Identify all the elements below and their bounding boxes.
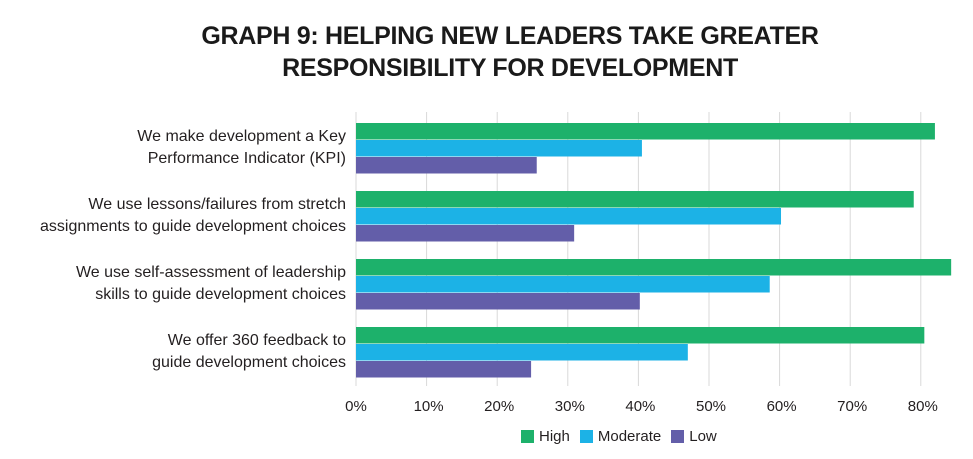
category-label-line: We use self-assessment of leadership (75, 264, 346, 281)
category-label: We offer 360 feedback to guide developmen… (152, 330, 346, 374)
x-tick-label: 60% (767, 398, 797, 415)
chart-title: GRAPH 9: HELPING NEW LEADERS TAKE GREATE… (0, 20, 973, 84)
x-tick-label: 40% (625, 398, 655, 415)
legend: High Moderate Low (521, 428, 727, 445)
x-tick-label: 30% (555, 398, 585, 415)
bar-high (356, 191, 914, 208)
x-tick-label: 0% (345, 398, 367, 415)
bar-moderate (356, 276, 770, 293)
bar-high (356, 123, 935, 140)
legend-item-high: High (521, 428, 570, 445)
legend-item-low: Low (671, 428, 717, 445)
title-line-2: RESPONSIBILITY FOR DEVELOPMENT (282, 54, 738, 82)
title-line-1: GRAPH 9: HELPING NEW LEADERS TAKE GREATE… (201, 22, 819, 50)
legend-label-moderate: Moderate (597, 428, 662, 445)
bar-high (356, 327, 925, 344)
x-tick-label: 70% (837, 398, 867, 415)
bar-moderate (356, 140, 642, 157)
category-label: We use self-assessment of leadership skil… (76, 262, 346, 306)
bar-moderate (356, 344, 688, 361)
legend-swatch-moderate (579, 430, 593, 443)
legend-swatch-low (671, 430, 685, 443)
x-tick-label: 10% (414, 398, 444, 415)
category-label-line: We use lessons/failures from stretch (88, 196, 346, 213)
bar-high (356, 259, 952, 276)
category-label-line: skills to guide development choices (95, 286, 346, 303)
category-label: We use lessons/failures from stretch assi… (40, 194, 346, 238)
category-label-line: guide development choices (152, 354, 346, 371)
category-label-line: assignments to guide development choices (40, 218, 346, 235)
legend-item-moderate: Moderate (579, 428, 662, 445)
x-tick-label: 20% (484, 398, 514, 415)
bar-low (356, 157, 537, 174)
bar-low (356, 225, 575, 242)
x-tick-label: 50% (696, 398, 726, 415)
legend-label-high: High (539, 428, 570, 445)
x-tick-label: 80% (908, 398, 938, 415)
category-label-line: We offer 360 feedback to (167, 332, 346, 349)
bar-moderate (356, 208, 782, 225)
bar-low (356, 293, 640, 310)
legend-swatch-high (521, 430, 534, 443)
category-label: We make development a Key Performance Ind… (137, 126, 346, 170)
category-label-line: Performance Indicator (KPI) (147, 150, 346, 167)
category-label-line: We make development a Key (137, 128, 346, 145)
legend-label-low: Low (689, 428, 717, 445)
bar-low (356, 361, 532, 378)
